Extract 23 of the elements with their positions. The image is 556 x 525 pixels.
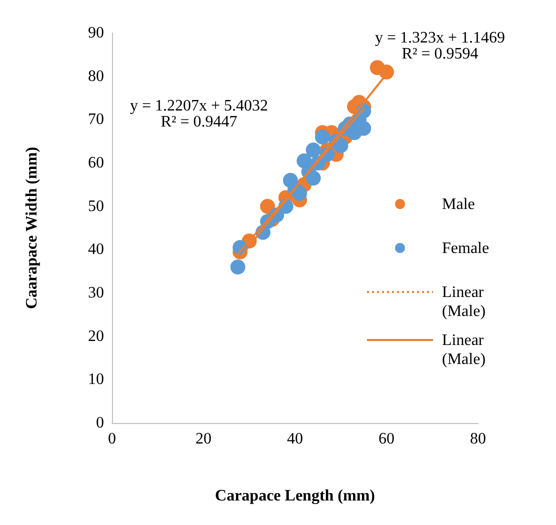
- x-tick-label: 20: [196, 430, 212, 448]
- y-tick-label: 60: [88, 154, 104, 172]
- y-tick-label: 20: [88, 328, 104, 345]
- y-tick-label: 90: [88, 24, 104, 42]
- y-tick-label: 40: [88, 241, 104, 258]
- x-tick-label: 0: [108, 430, 116, 448]
- x-tick-label: 60: [378, 430, 394, 448]
- annotation: y = 1.2207x + 5.4032 R² = 0.9447: [130, 98, 268, 130]
- x-axis-title: Carapace Length (mm): [215, 488, 375, 504]
- x-tick-label: 40: [287, 430, 303, 448]
- legend-label: Female: [442, 240, 490, 257]
- y-tick-label: 70: [88, 111, 104, 128]
- y-tick-label: 10: [88, 371, 104, 388]
- y-axis-title: Caarapace Width (mm): [24, 146, 40, 310]
- y-tick-label: 50: [88, 198, 104, 215]
- legend-label: Linear (Male): [442, 284, 486, 320]
- legend-label: Male: [442, 196, 475, 213]
- legend-label: Linear (Male): [442, 332, 486, 368]
- y-tick-label: 80: [88, 68, 104, 85]
- annotation: y = 1.323x + 1.1469 R² = 0.9594: [375, 30, 506, 62]
- y-tick-label: 30: [88, 284, 104, 302]
- y-tick-label: 0: [96, 414, 104, 432]
- x-tick-label: 80: [470, 430, 486, 448]
